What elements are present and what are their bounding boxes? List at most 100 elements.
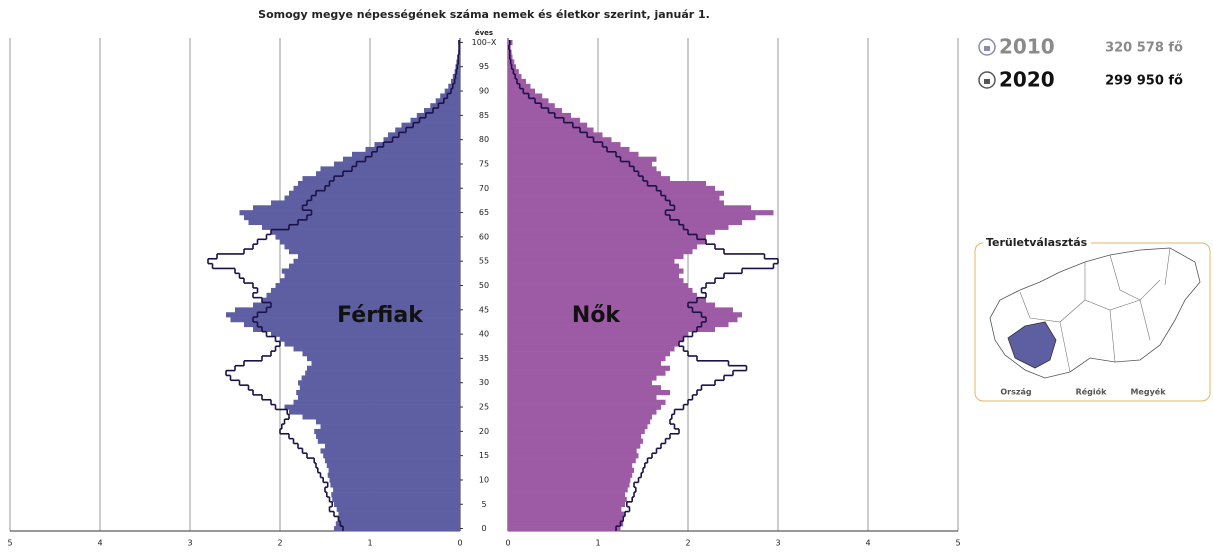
y-tick-label: 85 (479, 111, 489, 120)
y-tick-label: 50 (479, 281, 489, 290)
y-tick-label: 95 (479, 62, 489, 71)
bar (281, 268, 460, 274)
tab[interactable]: Megyék (1130, 387, 1166, 397)
x-tick-label: 3 (775, 539, 780, 548)
bar (271, 200, 460, 206)
bar (508, 501, 625, 507)
bar (334, 526, 460, 532)
bar (508, 210, 774, 216)
selected-county[interactable] (1007, 321, 1057, 369)
y-tick-label: 40 (479, 330, 489, 339)
bar (435, 98, 460, 104)
bar (298, 253, 460, 260)
bar (289, 263, 460, 269)
bar (508, 297, 706, 303)
x-tick-label: 5 (7, 539, 12, 548)
bar (508, 273, 679, 279)
series-label: Férfiak (337, 303, 424, 328)
bar (230, 317, 460, 323)
bar (508, 492, 625, 498)
y-tick-label: 5 (481, 500, 486, 509)
bar (508, 258, 675, 264)
bar (325, 443, 460, 449)
bar (266, 292, 460, 298)
bar (284, 341, 460, 347)
x-tick-label: 2 (685, 539, 690, 548)
bar (508, 390, 670, 396)
bar (334, 161, 460, 167)
bar (374, 142, 460, 148)
bar (280, 239, 460, 245)
bar (508, 424, 648, 430)
bar (338, 511, 460, 517)
bar (508, 331, 688, 337)
year-total: 320 578 fő (1105, 41, 1183, 56)
chart: 0 01 12 23 34 45 50510152025303540455055606570… (7, 38, 960, 548)
bar (333, 487, 460, 493)
y-tick-label: 70 (479, 184, 489, 193)
bar (508, 438, 643, 444)
y-axis-label: éves (475, 29, 493, 37)
bar (275, 234, 460, 240)
bar (365, 146, 460, 153)
bar (317, 438, 460, 444)
bar (289, 190, 460, 196)
year-label: 2020 (999, 68, 1055, 92)
bar (444, 88, 460, 94)
bar (508, 346, 675, 352)
bar (440, 93, 460, 99)
bar (508, 278, 684, 284)
bar (508, 137, 612, 143)
bar (448, 83, 460, 89)
bar (508, 142, 621, 148)
bar (253, 326, 460, 332)
bar (337, 516, 460, 522)
x-tick-label: 1 (367, 539, 372, 548)
bar (508, 453, 639, 459)
bar (244, 215, 460, 221)
bar (508, 472, 633, 478)
bar (284, 195, 460, 201)
bar (508, 496, 627, 503)
bar (451, 78, 460, 85)
bar (508, 156, 657, 162)
bar (320, 448, 460, 454)
tab[interactable]: Régiók (1076, 387, 1108, 397)
bar (508, 375, 657, 381)
tab[interactable]: Ország (1000, 388, 1032, 397)
bar (416, 112, 460, 119)
bar (508, 414, 652, 420)
county-borders (1019, 247, 1171, 373)
bar (293, 346, 460, 352)
bar (352, 151, 460, 157)
bar (334, 501, 460, 507)
bar (302, 414, 460, 420)
bar (302, 176, 460, 182)
y-tick-label: 75 (479, 159, 489, 168)
bar (508, 409, 657, 415)
y-tick-label: 30 (479, 378, 489, 387)
bar (284, 273, 460, 279)
bar (508, 215, 756, 221)
x-tick-label: 3 (187, 539, 192, 548)
bar (293, 399, 460, 405)
bar (508, 195, 720, 201)
bar (508, 419, 651, 425)
bar (226, 312, 460, 318)
bar (508, 180, 706, 187)
bar (508, 321, 729, 328)
bar (508, 355, 666, 362)
bar (508, 98, 549, 104)
bar (305, 370, 460, 376)
bar (508, 253, 684, 260)
bar (508, 151, 639, 157)
bar (239, 210, 460, 216)
bar (508, 190, 724, 196)
year-2010[interactable]: 2010 320 578 fő (978, 35, 1183, 59)
bar (323, 453, 460, 459)
bar (508, 341, 679, 347)
year-2020[interactable]: 2020 299 950 fő (978, 68, 1183, 92)
bar (388, 132, 460, 138)
bar (410, 117, 460, 123)
y-tick-label: 55 (479, 257, 489, 266)
